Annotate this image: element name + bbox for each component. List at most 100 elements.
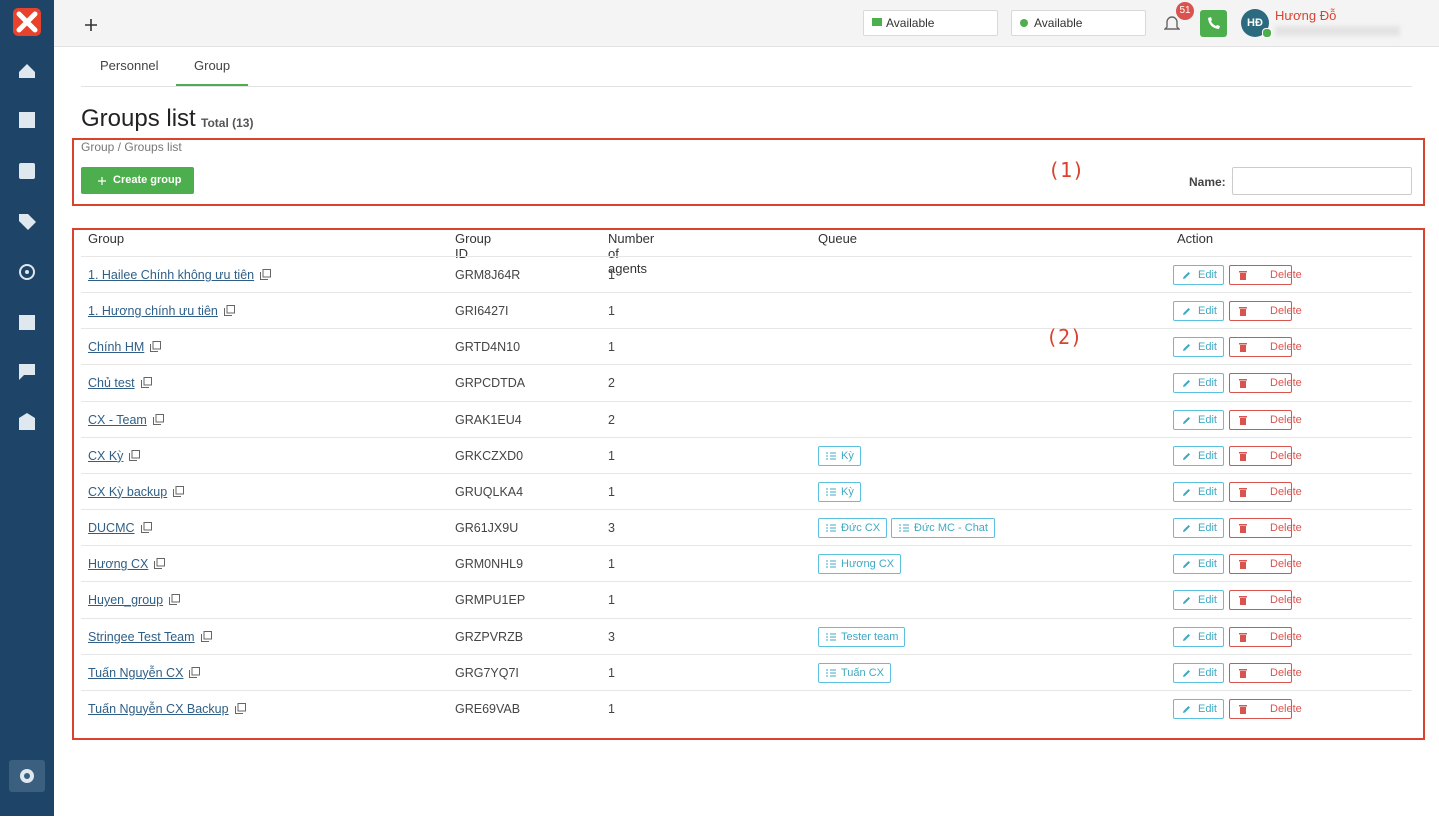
agent-count: 1 — [608, 340, 615, 355]
tab[interactable]: Personnel — [100, 58, 159, 73]
queue-chip[interactable]: Tuấn CX — [818, 662, 892, 683]
group-link[interactable]: Hương CX — [88, 557, 149, 572]
edit-button[interactable]: Edit — [1173, 265, 1224, 285]
group-link[interactable]: CX - Team — [88, 412, 147, 427]
button-text: Create group — [113, 174, 182, 186]
delete-button[interactable]: Delete — [1229, 626, 1302, 647]
group-link[interactable]: DUCMC — [88, 521, 135, 536]
delete-button[interactable]: Delete — [1229, 301, 1302, 322]
edit-button[interactable]: Edit — [1173, 481, 1224, 502]
table-row: CX - Team GRAK1EU4 2 Edit Delete — [81, 400, 1412, 438]
edit-button[interactable]: Edit — [1173, 590, 1224, 611]
queue-chip[interactable]: Tester team — [818, 626, 906, 647]
notification-count: 51 — [1176, 2, 1194, 20]
notification-bell[interactable] — [1164, 14, 1180, 32]
group-id: GRM0NHL9 — [455, 557, 524, 572]
group-id: GRG7YQ7I — [455, 665, 519, 680]
delete-button[interactable]: Delete — [1229, 518, 1302, 539]
delete-button[interactable]: Delete — [1229, 265, 1302, 285]
edit-button[interactable]: Edit — [1173, 445, 1224, 466]
edit-button[interactable]: Edit — [1173, 373, 1224, 394]
agent-count: 1 — [608, 484, 615, 499]
call-status[interactable]: Available — [1011, 10, 1146, 36]
agent-count: 1 — [608, 593, 615, 608]
agent-count: 1 — [608, 701, 615, 716]
table-row: Chính HM GRTD4N10 1 Edit Delete — [81, 328, 1412, 365]
queue-chip[interactable]: Kỳ — [818, 445, 861, 466]
group-link[interactable]: 1. Hương chính ưu tiên — [88, 304, 218, 319]
group-id: GRUQLKA4 — [455, 484, 524, 499]
sidebar — [0, 0, 54, 816]
page-title: Groups list — [81, 105, 196, 132]
group-id: GRPCDTDA — [455, 376, 526, 391]
table-row: 1. Hương chính ưu tiên GRI6427I 1 Edit Delet… — [81, 292, 1412, 329]
queue-chip[interactable]: Hương CX — [818, 554, 902, 575]
agent-count: 3 — [608, 629, 615, 644]
table-row: Chủ test GRPCDTDA 2 Edit Delete — [81, 364, 1412, 401]
edit-button[interactable]: Edit — [1173, 337, 1224, 358]
group-id: GR61JX9U — [455, 521, 519, 536]
group-link[interactable]: CX Kỳ backup — [88, 484, 168, 499]
breadcrumb: Group / Groups list — [81, 140, 182, 154]
agent-count: 1 — [608, 304, 615, 319]
delete-button[interactable]: Delete — [1229, 698, 1302, 719]
delete-button[interactable]: Delete — [1229, 554, 1302, 575]
group-id: GRMPU1EP — [455, 593, 526, 608]
name-filter-input[interactable] — [1232, 167, 1412, 195]
agent-count: 1 — [608, 448, 615, 463]
delete-button[interactable]: Delete — [1229, 481, 1302, 502]
delete-button[interactable]: Delete — [1229, 337, 1302, 358]
delete-button[interactable]: Delete — [1229, 373, 1302, 394]
edit-button[interactable]: Edit — [1173, 626, 1224, 647]
edit-button[interactable]: Edit — [1173, 409, 1224, 430]
edit-button[interactable]: Edit — [1173, 554, 1224, 575]
table-row: Huyen_group GRMPU1EP 1 Edit Delete — [81, 581, 1412, 618]
group-link[interactable]: Stringee Test Team — [88, 629, 195, 644]
redacted-info — [1275, 26, 1400, 36]
create-group-button[interactable]: Create group — [81, 167, 194, 194]
edit-button[interactable]: Edit — [1173, 662, 1224, 683]
group-id: GRAK1EU4 — [455, 412, 522, 427]
highlight-box — [72, 138, 1425, 206]
table-row: DUCMC GR61JX9U 3 Đức CX Đức MC - Chat Edit Del… — [81, 509, 1412, 546]
chat-status[interactable]: Available — [863, 10, 998, 36]
group-link[interactable]: Tuấn Nguyễn CX Backup — [88, 701, 229, 716]
top-bar: Available Available 51 HĐ Hương Đỗ — [54, 0, 1439, 47]
queue-chip[interactable]: Kỳ — [818, 481, 861, 502]
group-id: GRZPVRZB — [455, 629, 524, 644]
delete-button[interactable]: Delete — [1229, 409, 1302, 430]
column-header: Group ID — [455, 231, 492, 261]
delete-button[interactable]: Delete — [1229, 590, 1302, 611]
highlight-box — [72, 228, 1425, 740]
group-link[interactable]: CX Kỳ — [88, 448, 124, 463]
agent-count: 2 — [608, 412, 615, 427]
group-id: GRKCZXD0 — [455, 448, 524, 463]
delete-button[interactable]: Delete — [1229, 445, 1302, 466]
group-id: GRE69VAB — [455, 701, 521, 716]
add-button[interactable] — [84, 18, 98, 32]
tab[interactable]: Group — [194, 58, 231, 73]
table-row: Hương CX GRM0NHL9 1 Hương CX Edit Delete — [81, 545, 1412, 582]
group-link[interactable]: Tuấn Nguyễn CX — [88, 665, 184, 680]
agent-count: 2 — [608, 376, 615, 391]
group-link[interactable]: Huyen_group — [88, 593, 164, 608]
edit-button[interactable]: Edit — [1173, 518, 1224, 539]
group-link[interactable]: Chính HM — [88, 340, 145, 355]
group-id: GRI6427I — [455, 304, 509, 319]
column-header: Number of agents — [608, 231, 655, 276]
phone-button[interactable] — [1200, 10, 1227, 37]
agent-count: 1 — [608, 665, 615, 680]
delete-button[interactable]: Delete — [1229, 662, 1302, 683]
queue-chip[interactable]: Đức MC - Chat — [891, 518, 995, 539]
filter-label: Name: — [1189, 175, 1226, 189]
tabs: Personnel Group — [81, 46, 1412, 87]
edit-button[interactable]: Edit — [1173, 301, 1224, 322]
queue-chip[interactable]: Đức CX — [818, 518, 888, 539]
agent-count: 1 — [608, 557, 615, 572]
edit-button[interactable]: Edit — [1173, 698, 1224, 719]
group-link[interactable]: Chủ test — [88, 376, 135, 391]
column-header: Group — [88, 231, 125, 246]
table-row: 1. Hailee Chính không ưu tiên GRM8J64R 1 Ed… — [81, 256, 1412, 293]
group-link[interactable]: 1. Hailee Chính không ưu tiên — [88, 268, 255, 282]
